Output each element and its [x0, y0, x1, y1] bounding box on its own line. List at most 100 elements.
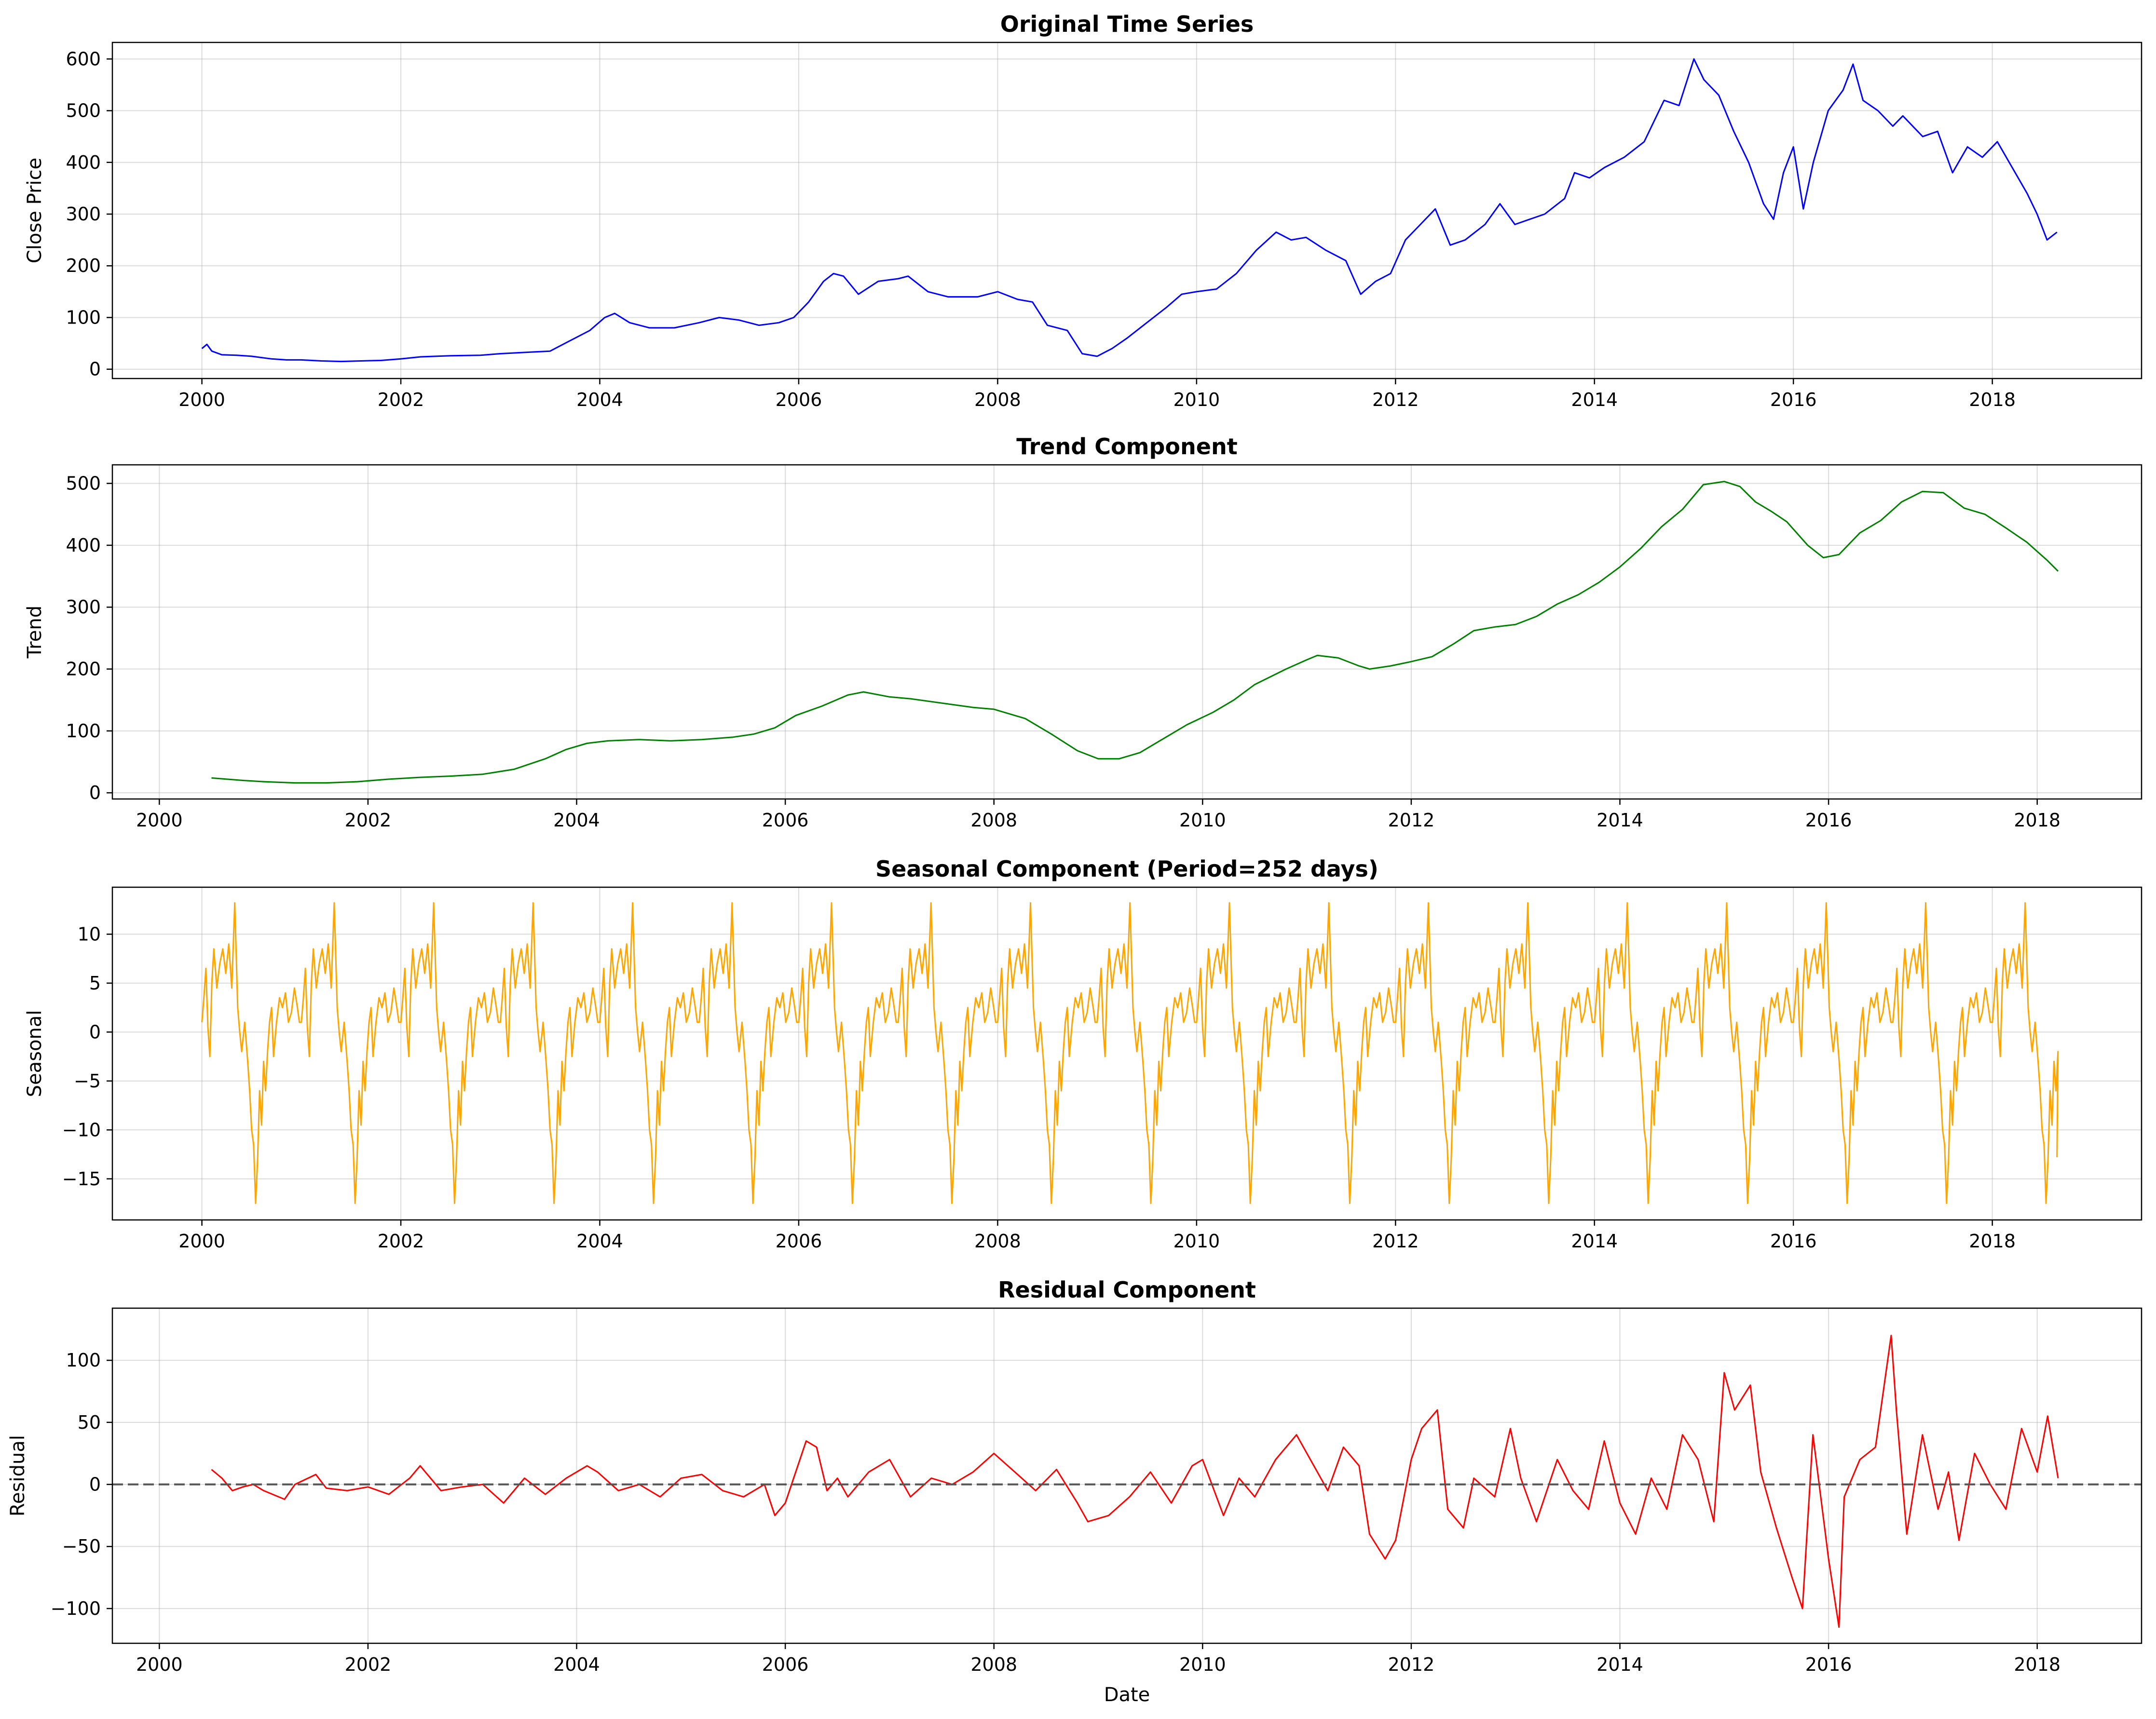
- y-tick-label: 0: [89, 782, 101, 803]
- axes-frame: [111, 886, 2142, 1221]
- y-axis: −100 −50 0 50 100: [51, 1350, 112, 1619]
- x-tick-label: 2002: [345, 810, 392, 831]
- y-tick-label: 300: [66, 596, 101, 618]
- x-tick-label: 2012: [1388, 810, 1435, 831]
- x-tick-label: 2010: [1173, 389, 1220, 410]
- y-axis: 0 100 200 300 400 500: [66, 473, 112, 803]
- plot-area: [201, 58, 2058, 363]
- plot-area: [112, 1335, 2142, 1628]
- x-tick-label: 2014: [1571, 1231, 1618, 1252]
- x-axis: 2000 2002 2004 2006 2008 2010 2012 2014 2016 2018: [136, 799, 2060, 831]
- x-tick-label: 2000: [178, 1231, 225, 1252]
- x-tick-label: 2008: [970, 1654, 1017, 1675]
- y-axis: −15 −10 −5 0 5 10: [62, 923, 112, 1190]
- y-tick-label: −100: [51, 1598, 101, 1619]
- chart-panel-4: 2000 2002 2004 2006 2008 2010 2012 2014 2016 2018…: [7, 1277, 2142, 1706]
- x-tick-label: 2008: [974, 389, 1021, 410]
- x-tick-label: 2014: [1597, 1654, 1643, 1675]
- plot-area: [211, 481, 2059, 784]
- y-tick-label: 10: [78, 923, 101, 945]
- y-tick-label: 5: [89, 973, 101, 994]
- axes-frame: [111, 41, 2142, 379]
- y-axis: 0 100 200 300 400 500 600: [66, 48, 112, 380]
- y-tick-label: 300: [66, 203, 101, 225]
- x-tick-label: 2000: [136, 810, 183, 831]
- chart-panel-2: 2000 2002 2004 2006 2008 2010 2012 2014 2016 2018…: [24, 433, 2142, 831]
- y-axis-label: Trend: [24, 606, 46, 659]
- chart-panel-1: 2000 2002 2004 2006 2008 2010 2012 2014 2016 2018…: [24, 11, 2142, 410]
- x-tick-label: 2012: [1388, 1654, 1435, 1675]
- series-line-trend: [211, 481, 2059, 784]
- y-tick-label: 200: [66, 255, 101, 276]
- y-tick-label: 0: [89, 359, 101, 380]
- x-tick-label: 2008: [974, 1231, 1021, 1252]
- series-line-seasonal: [201, 902, 2059, 1204]
- x-tick-label: 2010: [1173, 1231, 1220, 1252]
- y-tick-label: 200: [66, 659, 101, 680]
- x-tick-label: 2004: [576, 389, 623, 410]
- x-tick-label: 2000: [136, 1654, 183, 1675]
- chart-title: Trend Component: [1016, 433, 1237, 460]
- x-tick-label: 2018: [1969, 389, 2016, 410]
- y-tick-label: 400: [66, 535, 101, 556]
- grid: [112, 42, 2142, 379]
- x-tick-label: 2014: [1571, 389, 1618, 410]
- chart-title: Residual Component: [998, 1277, 1256, 1303]
- x-tick-label: 2018: [2014, 810, 2060, 831]
- x-tick-label: 2004: [553, 810, 600, 831]
- x-tick-label: 2018: [1969, 1231, 2016, 1252]
- x-tick-label: 2004: [553, 1654, 600, 1675]
- x-tick-label: 2004: [576, 1231, 623, 1252]
- y-tick-label: 500: [66, 473, 101, 494]
- axes-frame: [111, 464, 2142, 800]
- y-axis-label: Residual: [7, 1435, 29, 1516]
- y-axis-label: Close Price: [24, 158, 46, 263]
- x-axis: 2000 2002 2004 2006 2008 2010 2012 2014 2016 2018: [136, 1643, 2060, 1675]
- x-tick-label: 2016: [1770, 1231, 1817, 1252]
- x-tick-label: 2014: [1597, 810, 1643, 831]
- y-tick-label: 100: [66, 307, 101, 328]
- plot-area: [201, 902, 2059, 1204]
- y-tick-label: 50: [78, 1412, 101, 1433]
- x-tick-label: 2006: [762, 1654, 809, 1675]
- x-axis-label: Date: [1104, 1684, 1150, 1706]
- axes-frame: [111, 1307, 2142, 1644]
- series-line-close-price: [201, 58, 2058, 363]
- x-tick-label: 2010: [1179, 1654, 1226, 1675]
- x-tick-label: 2018: [2014, 1654, 2060, 1675]
- x-tick-label: 2010: [1179, 810, 1226, 831]
- x-tick-label: 2002: [378, 389, 424, 410]
- chart-title: Seasonal Component (Period=252 days): [875, 856, 1378, 882]
- grid: [112, 1308, 2142, 1643]
- x-axis: 2000 2002 2004 2006 2008 2010 2012 2014 2016 2018: [178, 379, 2016, 410]
- y-axis-label: Seasonal: [24, 1010, 46, 1097]
- y-tick-label: −10: [62, 1119, 101, 1140]
- y-tick-label: 0: [89, 1474, 101, 1495]
- y-tick-label: 400: [66, 152, 101, 173]
- x-tick-label: 2002: [378, 1231, 424, 1252]
- x-tick-label: 2012: [1372, 389, 1419, 410]
- x-tick-label: 2000: [178, 389, 225, 410]
- x-tick-label: 2016: [1805, 810, 1852, 831]
- x-axis: 2000 2002 2004 2006 2008 2010 2012 2014 2016 2018: [178, 1220, 2016, 1252]
- y-tick-label: 0: [89, 1021, 101, 1042]
- y-tick-label: 600: [66, 48, 101, 69]
- chart-title: Original Time Series: [1000, 11, 1254, 37]
- x-tick-label: 2006: [762, 810, 809, 831]
- y-tick-label: 100: [66, 720, 101, 742]
- grid: [112, 465, 2142, 799]
- y-tick-label: 500: [66, 100, 101, 122]
- x-tick-label: 2006: [776, 1231, 822, 1252]
- y-tick-label: −15: [62, 1168, 101, 1190]
- y-tick-label: 100: [66, 1350, 101, 1371]
- y-tick-label: −5: [74, 1070, 101, 1092]
- chart-panel-3: 2000 2002 2004 2006 2008 2010 2012 2014 2016 2018…: [24, 856, 2142, 1252]
- x-tick-label: 2008: [970, 810, 1017, 831]
- y-tick-label: −50: [62, 1536, 101, 1557]
- x-tick-label: 2006: [776, 389, 822, 410]
- panels: 2000 2002 2004 2006 2008 2010 2012 2014 2016 2018…: [7, 11, 2142, 1706]
- x-tick-label: 2002: [345, 1654, 392, 1675]
- x-tick-label: 2016: [1805, 1654, 1852, 1675]
